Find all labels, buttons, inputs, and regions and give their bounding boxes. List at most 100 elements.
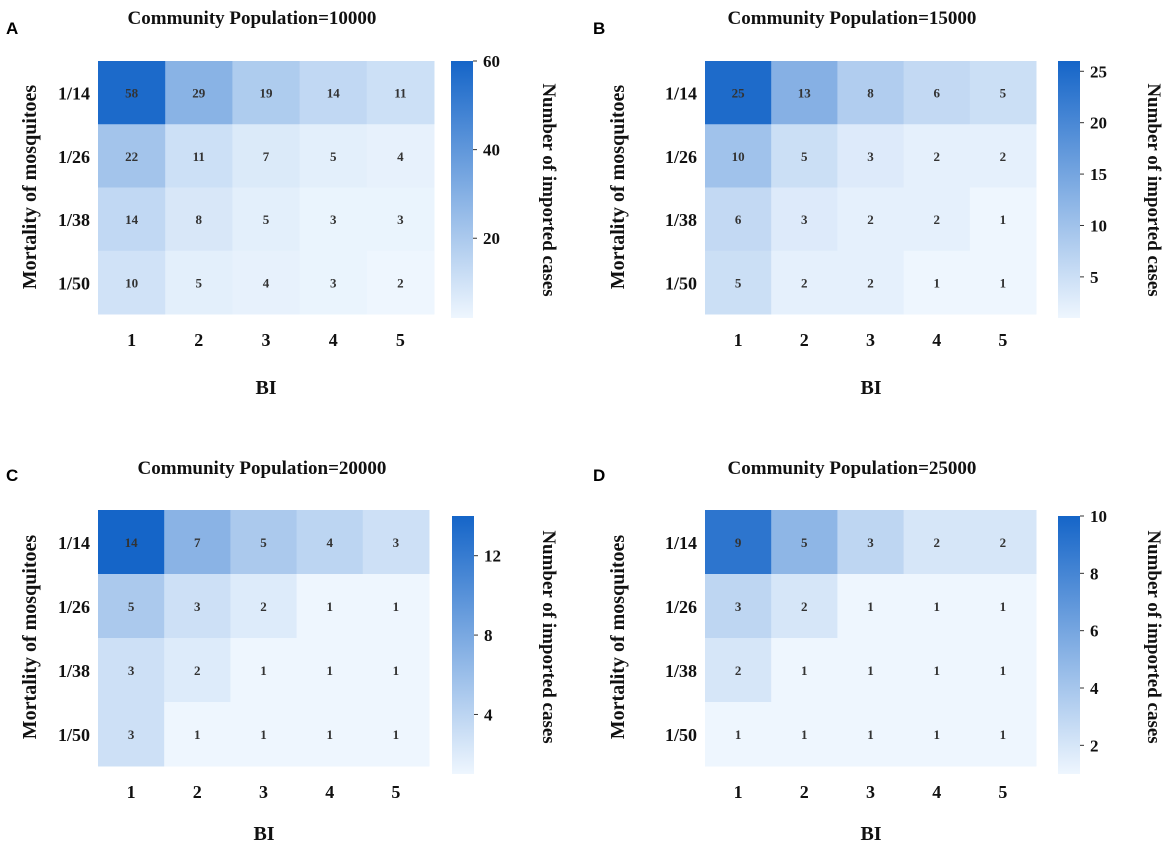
x-tick-label: 2 (193, 782, 202, 802)
colorbar-tick-label: 4 (1090, 679, 1099, 698)
heatmap-cell-r2-c5 (969, 574, 1037, 639)
heatmap-cell-r1-c2 (771, 61, 838, 125)
heatmap-cell-r3-c4 (903, 638, 971, 703)
x-tick-label: 4 (932, 782, 941, 802)
cell-value-label: 2 (1000, 535, 1007, 550)
cell-value-label: 10 (732, 149, 745, 164)
panel-letter: D (593, 466, 605, 485)
x-tick-label: 4 (329, 330, 338, 350)
colorbar-label: Number of imported cases (538, 83, 559, 296)
cell-value-label: 6 (735, 212, 742, 227)
cell-value-label: 5 (128, 599, 135, 614)
cell-value-label: 5 (260, 535, 267, 550)
cell-value-label: 2 (867, 212, 874, 227)
panel-letter: C (6, 466, 18, 485)
y-tick-label: 1/50 (665, 273, 697, 293)
heatmap-cell-r1-c4 (903, 510, 971, 575)
cell-value-label: 7 (194, 535, 201, 550)
y-tick-label: 1/26 (665, 147, 697, 167)
colorbar-tick-label: 25 (1090, 62, 1107, 81)
cell-value-label: 19 (260, 86, 274, 101)
cell-value-label: 2 (933, 535, 940, 550)
colorbar-label: Number of imported cases (538, 530, 559, 743)
heatmap-cell-r4-c3 (232, 250, 301, 315)
x-tick-label: 3 (866, 330, 875, 350)
cell-value-label: 1 (393, 727, 400, 742)
cell-value-label: 3 (393, 535, 400, 550)
heatmap-cell-r4-c4 (903, 250, 971, 315)
cell-value-label: 1 (260, 727, 267, 742)
cell-value-label: 25 (732, 86, 746, 101)
heatmap-cell-r1-c5 (366, 61, 435, 125)
cell-value-label: 1 (326, 663, 333, 678)
cell-value-label: 1 (933, 275, 940, 290)
heatmap-cell-r2-c2 (771, 124, 838, 188)
cell-value-label: 11 (193, 149, 205, 164)
colorbar-tick-label: 4 (484, 705, 493, 724)
cell-value-label: 1 (1000, 275, 1007, 290)
cell-value-label: 14 (327, 86, 341, 101)
cell-value-label: 8 (867, 86, 874, 101)
heatmap-cell-r2-c4 (903, 124, 971, 188)
colorbar-tick-label: 10 (1090, 507, 1107, 526)
cell-value-label: 1 (326, 727, 333, 742)
heatmap-cell-r2-c2 (164, 574, 231, 639)
heatmap-cell-r1-c5 (969, 61, 1037, 125)
heatmap-cell-r1-c1 (705, 510, 772, 575)
cell-value-label: 11 (394, 86, 406, 101)
y-tick-label: 1/38 (58, 210, 90, 230)
y-tick-label: 1/38 (665, 661, 697, 681)
cell-value-label: 58 (125, 86, 139, 101)
cell-value-label: 3 (735, 599, 742, 614)
cell-value-label: 1 (801, 727, 808, 742)
cell-value-label: 13 (798, 86, 812, 101)
cell-value-label: 1 (735, 727, 742, 742)
heatmap-cell-r3-c1 (705, 638, 772, 703)
chart-title: Community Population=20000 (138, 458, 387, 479)
heatmap-cell-r4-c3 (837, 250, 905, 315)
cell-value-label: 1 (933, 599, 940, 614)
x-tick-label: 5 (998, 782, 1007, 802)
heatmap-cell-r1-c5 (969, 510, 1037, 575)
colorbar-label: Number of imported cases (1143, 83, 1164, 296)
x-axis-label: BI (860, 823, 881, 845)
y-tick-label: 1/38 (58, 661, 90, 681)
x-axis-label: BI (253, 823, 274, 845)
x-tick-label: 1 (127, 782, 136, 802)
cell-value-label: 1 (393, 599, 400, 614)
heatmap-cell-r2-c2 (771, 574, 838, 639)
cell-value-label: 3 (397, 212, 404, 227)
heatmap-cell-r3-c1 (98, 187, 166, 252)
cell-value-label: 14 (125, 535, 139, 550)
cell-value-label: 6 (933, 86, 940, 101)
heatmap-cell-r2-c3 (837, 124, 905, 188)
x-tick-label: 5 (396, 330, 405, 350)
heatmap-cell-r3-c3 (837, 187, 905, 252)
colorbar-tick-label: 10 (1090, 216, 1107, 235)
x-tick-label: 4 (325, 782, 334, 802)
heatmap-cell-r1-c3 (230, 510, 298, 575)
cell-value-label: 1 (933, 663, 940, 678)
y-axis-label: Mortality of mosquitoes (19, 85, 41, 290)
heatmap-cell-r4-c1 (705, 250, 772, 315)
x-tick-label: 5 (391, 782, 400, 802)
cell-value-label: 3 (330, 275, 337, 290)
chart-title: Community Population=10000 (128, 8, 377, 29)
heatmap-cell-r1-c3 (837, 61, 905, 125)
panel-letter: A (6, 19, 18, 38)
colorbar (451, 61, 473, 318)
cell-value-label: 1 (801, 663, 808, 678)
cell-value-label: 5 (801, 149, 808, 164)
cell-value-label: 5 (735, 275, 742, 290)
heatmap-cell-r1-c3 (232, 61, 301, 125)
heatmap-cell-r3-c2 (771, 187, 838, 252)
heatmap-cell-r4-c1 (98, 702, 165, 767)
heatmap-cell-r3-c1 (705, 187, 772, 252)
heatmap-cell-r3-c3 (230, 638, 298, 703)
x-tick-label: 5 (998, 330, 1007, 350)
y-tick-label: 1/26 (665, 597, 697, 617)
cell-value-label: 5 (801, 535, 808, 550)
heatmap-cell-r4-c1 (98, 250, 166, 315)
